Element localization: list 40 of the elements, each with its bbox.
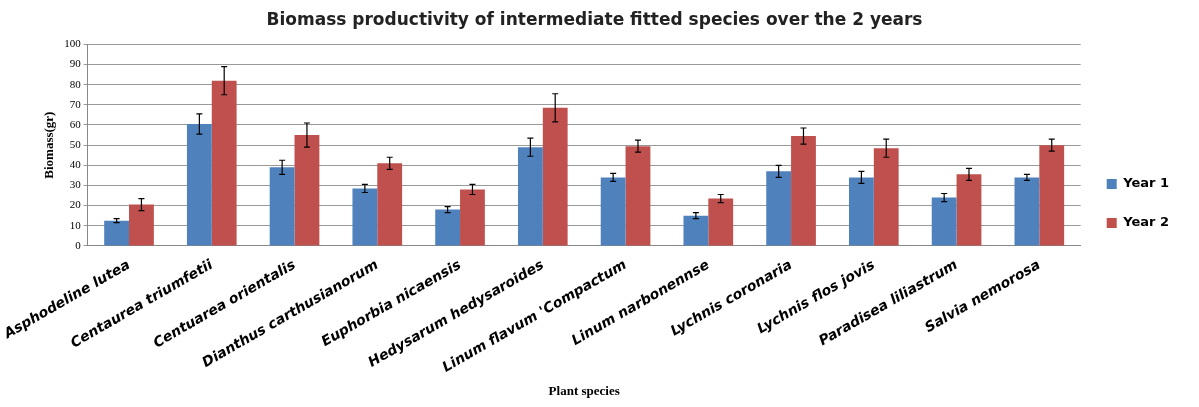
y-tick-label: 90: [69, 57, 82, 70]
bar: [542, 107, 568, 246]
y-tick-label: 30: [69, 178, 82, 191]
legend-label: Year 1: [1122, 175, 1169, 191]
y-tick-label: 100: [64, 37, 82, 50]
bar: [377, 163, 403, 246]
bar: [435, 209, 461, 246]
bar: [211, 80, 237, 246]
bar: [956, 174, 982, 246]
y-tick-label: 0: [75, 238, 82, 251]
bar: [104, 220, 130, 246]
bar: [683, 215, 709, 246]
bar: [186, 123, 212, 246]
bar: [625, 146, 651, 246]
bar: [791, 136, 816, 246]
bar: [1039, 145, 1065, 246]
bar: [708, 198, 734, 246]
bar: [352, 188, 378, 246]
bar: [129, 204, 154, 246]
bar: [600, 177, 626, 246]
bar: [460, 189, 485, 246]
bar: [873, 148, 899, 246]
y-axis-title: Biomass(gr): [40, 111, 56, 179]
y-tick-label: 40: [69, 158, 82, 171]
bar: [269, 167, 295, 246]
bar: [848, 177, 874, 246]
bar: [766, 171, 792, 246]
y-tick-label: 50: [69, 138, 82, 151]
y-tick-label: 70: [69, 97, 82, 110]
chart-title: Biomass productivity of intermediate fitted species over the 2 years: [266, 8, 923, 29]
y-tick-label: 10: [69, 218, 82, 231]
y-tick-label: 20: [69, 198, 82, 211]
x-axis-title: Plant species: [548, 382, 620, 398]
y-tick-label: 80: [69, 77, 82, 90]
bar: [294, 135, 320, 246]
legend-label: Year 2: [1122, 214, 1169, 230]
bar: [1014, 177, 1040, 246]
bar: [931, 197, 957, 246]
bar: [517, 147, 543, 246]
y-tick-label: 60: [69, 117, 82, 130]
